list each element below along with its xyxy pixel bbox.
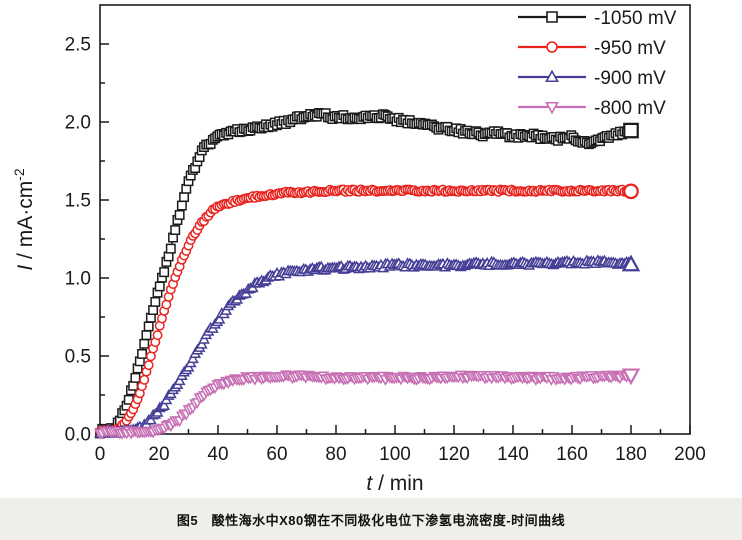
series--1050mV [95, 108, 639, 439]
y-tick-label: 1.5 [65, 191, 91, 212]
y-tick-label: 0.0 [65, 425, 91, 446]
legend-item--900mV: -900 mV [518, 68, 666, 89]
legend-label: -1050 mV [594, 8, 677, 29]
x-tick-label: 120 [438, 444, 470, 465]
x-tick-label: 60 [266, 444, 287, 465]
x-tick-label: 140 [497, 444, 529, 465]
legend: -1050 mV -950 mV -900 mV -800 mV [518, 8, 677, 119]
legend-label: -950 mV [594, 38, 666, 59]
legend-item--800mV: -800 mV [518, 98, 666, 119]
legend-label: -800 mV [594, 98, 666, 119]
y-tick-label: 0.5 [65, 347, 91, 368]
y-tick-label: 2.5 [65, 35, 91, 56]
x-tick-label: 100 [379, 444, 411, 465]
series--800mV [94, 368, 641, 440]
y-tick-label: 1.0 [65, 269, 91, 290]
x-tick-label: 80 [325, 444, 346, 465]
x-tick-label: 40 [207, 444, 228, 465]
x-tick-label: 0 [95, 444, 106, 465]
caption-bar: 图5 酸性海水中X80钢在不同极化电位下渗氢电流密度-时间曲线 [0, 498, 742, 540]
x-tick-label: 200 [674, 444, 706, 465]
x-tick-label: 160 [556, 444, 588, 465]
hydrogen-permeation-chart: 0 20 40 60 80 100 120 140 160 180 200 0.0 0.5 1.0 1.5 2… [11, 4, 706, 495]
figure-caption: 图5 酸性海水中X80钢在不同极化电位下渗氢电流密度-时间曲线 [176, 512, 566, 528]
x-axis-title: t / min [366, 472, 423, 495]
legend-item--1050mV: -1050 mV [518, 8, 677, 29]
x-tick-label: 180 [615, 444, 647, 465]
x-tick-label: 20 [148, 444, 169, 465]
legend-item--950mV: -950 mV [518, 38, 666, 59]
legend-label: -900 mV [594, 68, 666, 89]
y-axis-title: I / mA·cm-2 [11, 168, 37, 271]
y-tick-label: 2.0 [65, 113, 91, 134]
